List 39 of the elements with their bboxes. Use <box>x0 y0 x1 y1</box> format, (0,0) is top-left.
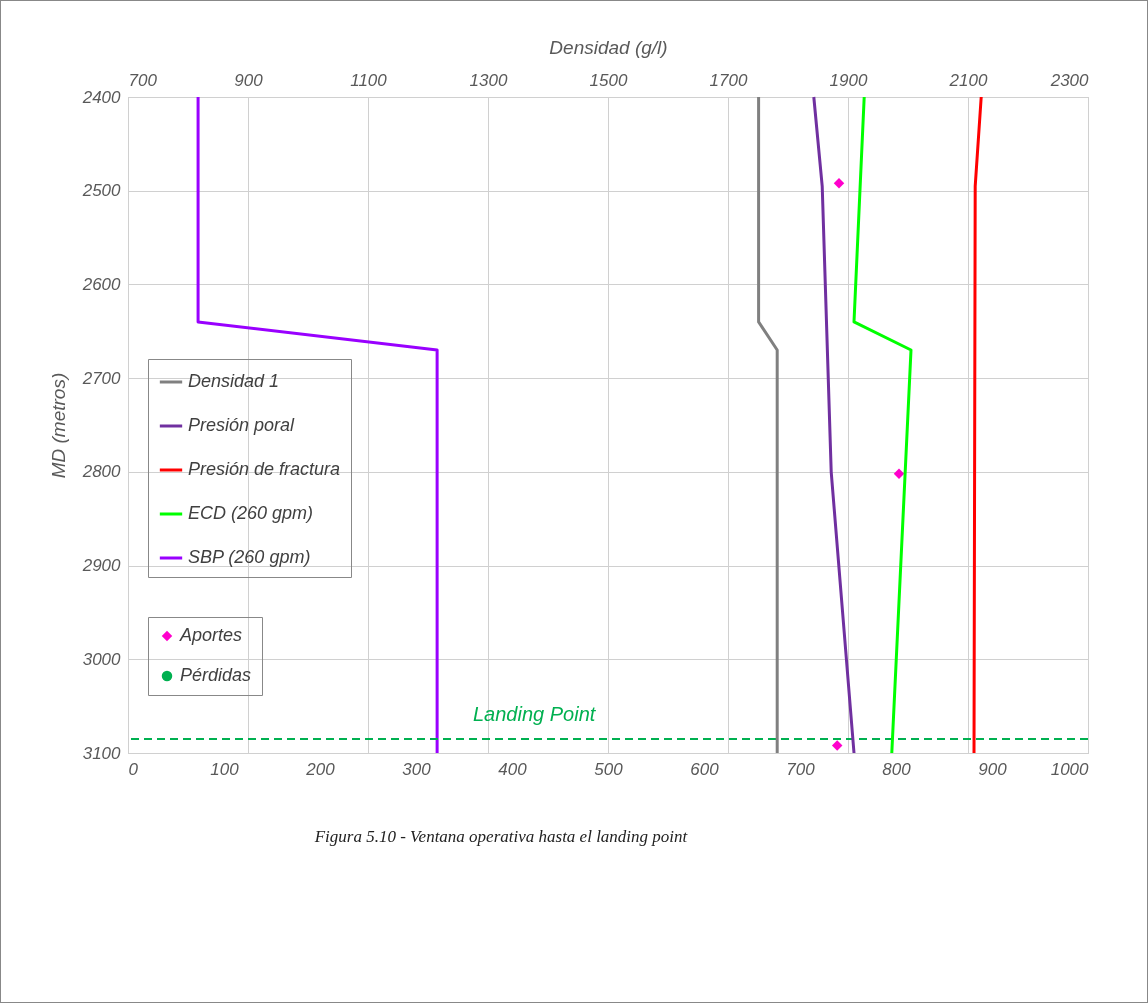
legend-label: ECD (260 gpm) <box>188 503 314 523</box>
x2-tick-label: 1700 <box>709 70 748 90</box>
x-tick-label: 400 <box>498 759 528 779</box>
y-tick-label: 2800 <box>81 462 122 482</box>
x-tick-label: 0 <box>128 759 139 779</box>
x2-tick-label: 2300 <box>1049 70 1090 90</box>
x2-tick-label: 1900 <box>829 70 868 90</box>
x-tick-label: 1000 <box>1050 759 1090 779</box>
legend-label: Pérdidas <box>180 665 252 685</box>
legend-label: Presión poral <box>188 415 296 435</box>
legend-label: Presión de fractura <box>188 459 341 479</box>
legend-label: SBP (260 gpm) <box>188 547 311 567</box>
ref-line-label: Landing Point <box>473 702 597 725</box>
x-tick-label: 700 <box>786 759 816 779</box>
x-tick-label: 200 <box>305 759 336 779</box>
y-axis-title: MD (metros) <box>47 372 69 479</box>
y-tick-label: 3100 <box>82 743 122 763</box>
y-tick-label: 2400 <box>81 87 122 107</box>
x2-tick-label: 1500 <box>589 70 628 90</box>
y-tick-label: 2700 <box>81 368 122 388</box>
y-tick-label: 2500 <box>81 181 122 201</box>
y-tick-label: 2900 <box>81 556 122 576</box>
x2-tick-label: 2100 <box>948 70 988 90</box>
x2-tick-label: 900 <box>234 70 264 90</box>
x-tick-label: 300 <box>402 759 432 779</box>
x2-axis-title: Densidad (g/l) <box>549 36 668 58</box>
x-tick-label: 100 <box>210 759 240 779</box>
x-tick-label: 600 <box>690 759 720 779</box>
legend-label: Densidad 1 <box>188 371 280 391</box>
x2-tick-label: 700 <box>128 70 158 90</box>
y-tick-label: 2600 <box>81 274 122 294</box>
x-tick-label: 500 <box>594 759 624 779</box>
text: Figura 5.10 - Ventana operativa hasta el landing point <box>313 827 689 847</box>
x-tick-label: 800 <box>882 759 912 779</box>
legend-label: Aportes <box>179 625 243 645</box>
y-tick-label: 3000 <box>82 649 122 669</box>
x-tick-label: 900 <box>978 759 1008 779</box>
x2-tick-label: 1300 <box>469 70 508 90</box>
x2-tick-label: 1100 <box>350 70 388 90</box>
